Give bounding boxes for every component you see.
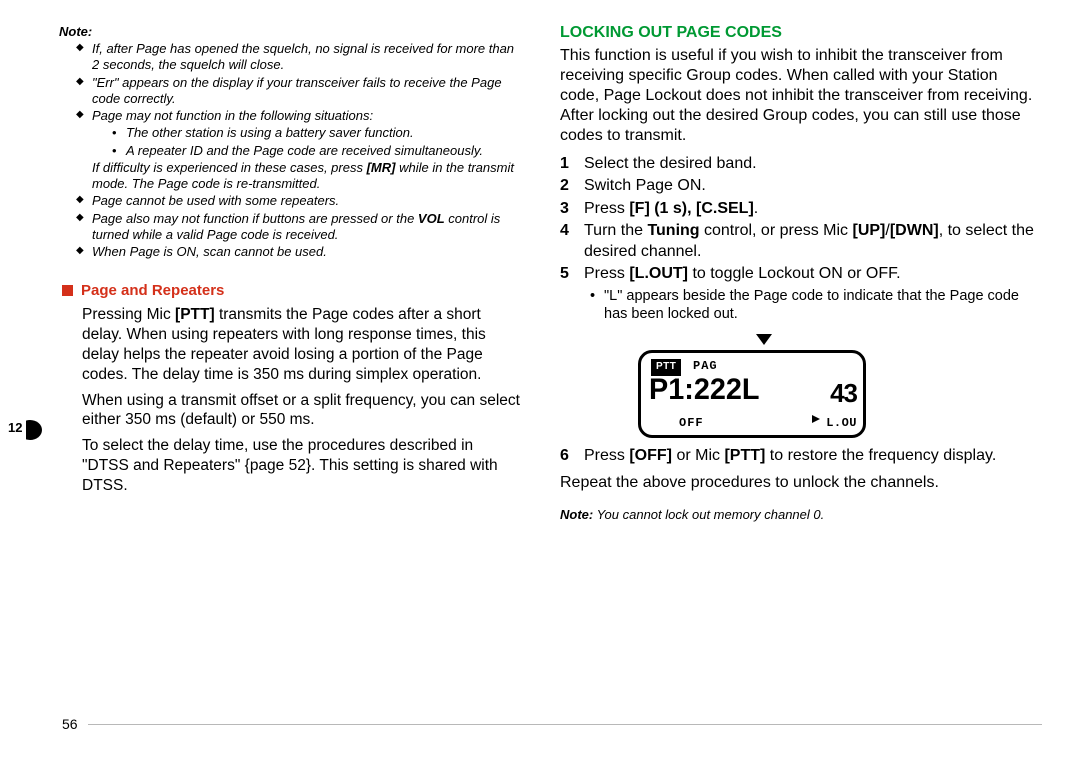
procedure-steps: Select the desired band. Switch Page ON.…	[560, 154, 1040, 467]
left-column: Note: If, after Page has opened the sque…	[34, 24, 524, 496]
section-heading-page-repeaters: Page and Repeaters	[62, 282, 524, 299]
section-heading-lockout: LOCKING OUT PAGE CODES	[560, 24, 1040, 42]
note-if-difficulty: If difficulty is experienced in these ca…	[62, 160, 524, 193]
step: Press [F] (1 s), [C.SEL].	[560, 199, 1040, 219]
lcd-play-icon	[811, 410, 821, 430]
note-item: When Page is ON, scan cannot be used.	[76, 244, 524, 260]
footnote-heading: Note:	[560, 507, 593, 522]
repeat-paragraph: Repeat the above procedures to unlock th…	[560, 473, 1040, 493]
note-subitem: The other station is using a battery sav…	[112, 125, 524, 141]
paragraph: To select the delay time, use the proced…	[82, 436, 524, 495]
step-note-item: "L" appears beside the Page code to indi…	[590, 287, 1040, 324]
red-square-icon	[62, 285, 73, 296]
step: Turn the Tuning control, or press Mic [U…	[560, 221, 1040, 262]
note-item: If, after Page has opened the squelch, n…	[76, 41, 524, 74]
note-text: Page may not function in the following s…	[92, 108, 373, 123]
footnote-text: You cannot lock out memory channel 0.	[593, 507, 824, 522]
intro-paragraph: This function is useful if you wish to i…	[560, 46, 1040, 146]
step-note: "L" appears beside the Page code to indi…	[584, 287, 1040, 324]
step: Press [L.OUT] to toggle Lockout ON or OF…	[560, 264, 1040, 438]
step: Switch Page ON.	[560, 176, 1040, 196]
lcd-lout-label: L.OU	[826, 416, 857, 431]
manual-page: 12 Note: If, after Page has opened the s…	[0, 0, 1080, 760]
two-column-layout: 12 Note: If, after Page has opened the s…	[34, 24, 1046, 522]
note-subitem: A repeater ID and the Page code are rece…	[112, 143, 524, 159]
chapter-tab: 12	[0, 418, 52, 442]
note-item: Page also may not function if buttons ar…	[76, 211, 524, 244]
right-column: LOCKING OUT PAGE CODES This function is …	[560, 24, 1040, 522]
down-arrow-icon	[654, 332, 874, 352]
note-item: "Err" appears on the display if your tra…	[76, 75, 524, 108]
note-item: Page cannot be used with some repeaters.	[76, 193, 524, 209]
lcd-channel: 43	[830, 377, 857, 410]
bottom-footnote: Note: You cannot lock out memory channel…	[560, 507, 1040, 522]
tab-shape	[26, 420, 56, 440]
paragraph: When using a transmit offset or a split …	[82, 391, 524, 431]
footer-rule	[88, 724, 1042, 725]
note-heading: Note:	[59, 24, 524, 39]
step: Select the desired band.	[560, 154, 1040, 174]
lcd-display: PTT PAG P1:222L 43 OFF L.OU	[638, 350, 866, 438]
note-list-2: Page cannot be used with some repeaters.…	[62, 193, 524, 260]
lcd-off-label: OFF	[679, 416, 704, 431]
chapter-number: 12	[8, 420, 22, 435]
lcd-illustration: PTT PAG P1:222L 43 OFF L.OU	[608, 332, 1040, 438]
note-sublist: The other station is using a battery sav…	[92, 125, 524, 159]
note-list: If, after Page has opened the squelch, n…	[62, 41, 524, 159]
note-item: Page may not function in the following s…	[76, 108, 524, 159]
left-column-wrap: 12 Note: If, after Page has opened the s…	[34, 24, 524, 522]
page-number: 56	[62, 716, 78, 732]
step: Press [OFF] or Mic [PTT] to restore the …	[560, 446, 1040, 466]
paragraph: Pressing Mic [PTT] transmits the Page co…	[82, 305, 524, 384]
lcd-main-readout: P1:222L	[649, 375, 759, 405]
